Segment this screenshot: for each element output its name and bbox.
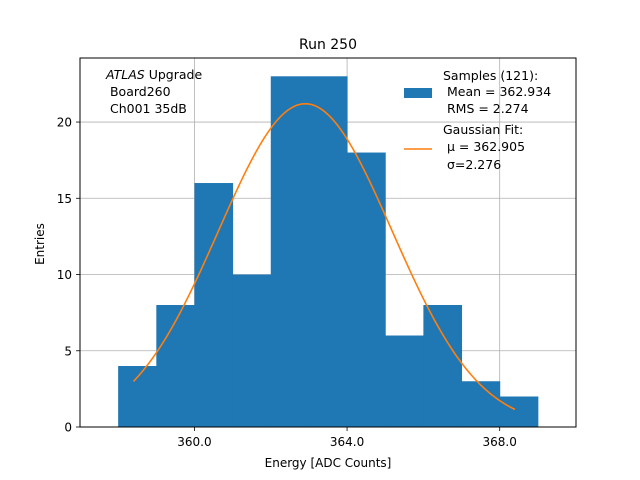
legend-fit-title: Gaussian Fit: xyxy=(443,122,523,137)
legend-samples-mean: Mean = 362.934 xyxy=(443,84,551,99)
board-label: Board260 xyxy=(106,84,171,99)
y-tick-label: 0 xyxy=(64,421,72,435)
histogram-bar xyxy=(461,381,501,427)
gaussian-fit-curve xyxy=(132,102,516,411)
histogram-bar xyxy=(385,335,424,427)
histogram-bar xyxy=(423,305,463,427)
x-axis-label: Energy [ADC Counts] xyxy=(265,456,392,470)
legend-samples-title: Samples (121): xyxy=(443,68,538,83)
histogram-bar xyxy=(347,152,386,428)
upgrade-label: Upgrade xyxy=(145,67,203,82)
channel-label: Ch001 35dB xyxy=(106,101,187,116)
histogram-bar xyxy=(118,366,157,427)
histogram-bar xyxy=(499,396,539,427)
y-tick-label: 20 xyxy=(57,116,72,130)
y-tick-label: 10 xyxy=(57,268,72,282)
y-tick-label: 15 xyxy=(57,192,72,206)
y-axis-label: Entries xyxy=(33,223,47,265)
y-axis-ticks: 0 5 10 15 20 xyxy=(57,116,80,435)
x-tick-label: 360.0 xyxy=(177,435,211,449)
histogram-bars xyxy=(118,76,539,428)
legend: Samples (121): Mean = 362.934 RMS = 2.27… xyxy=(404,68,551,172)
x-tick-label: 364.0 xyxy=(330,435,364,449)
atlas-label: ATLAS xyxy=(105,67,145,82)
legend-fit-sigma: σ=2.276 xyxy=(443,157,501,172)
histogram-bar xyxy=(270,76,310,428)
annotation-line-1: ATLAS Upgrade xyxy=(105,67,202,82)
histogram-bar xyxy=(308,76,348,428)
histogram-bar xyxy=(232,274,272,427)
atlas-annotation: ATLAS Upgrade Board260 Ch001 35dB xyxy=(105,67,202,116)
legend-swatch-samples xyxy=(404,88,432,98)
x-axis-ticks: 360.0 364.0 368.0 xyxy=(177,427,517,449)
x-tick-label: 368.0 xyxy=(483,435,517,449)
gaussian-fit-curve-group xyxy=(132,102,516,411)
histogram-bar xyxy=(156,305,195,427)
plot-frame xyxy=(79,57,577,428)
histogram-bar xyxy=(194,183,234,427)
legend-fit-mu: μ = 362.905 xyxy=(443,139,525,154)
legend-samples-rms: RMS = 2.274 xyxy=(443,101,529,116)
y-tick-label: 5 xyxy=(64,344,72,358)
chart-title: Run 250 xyxy=(299,37,357,53)
